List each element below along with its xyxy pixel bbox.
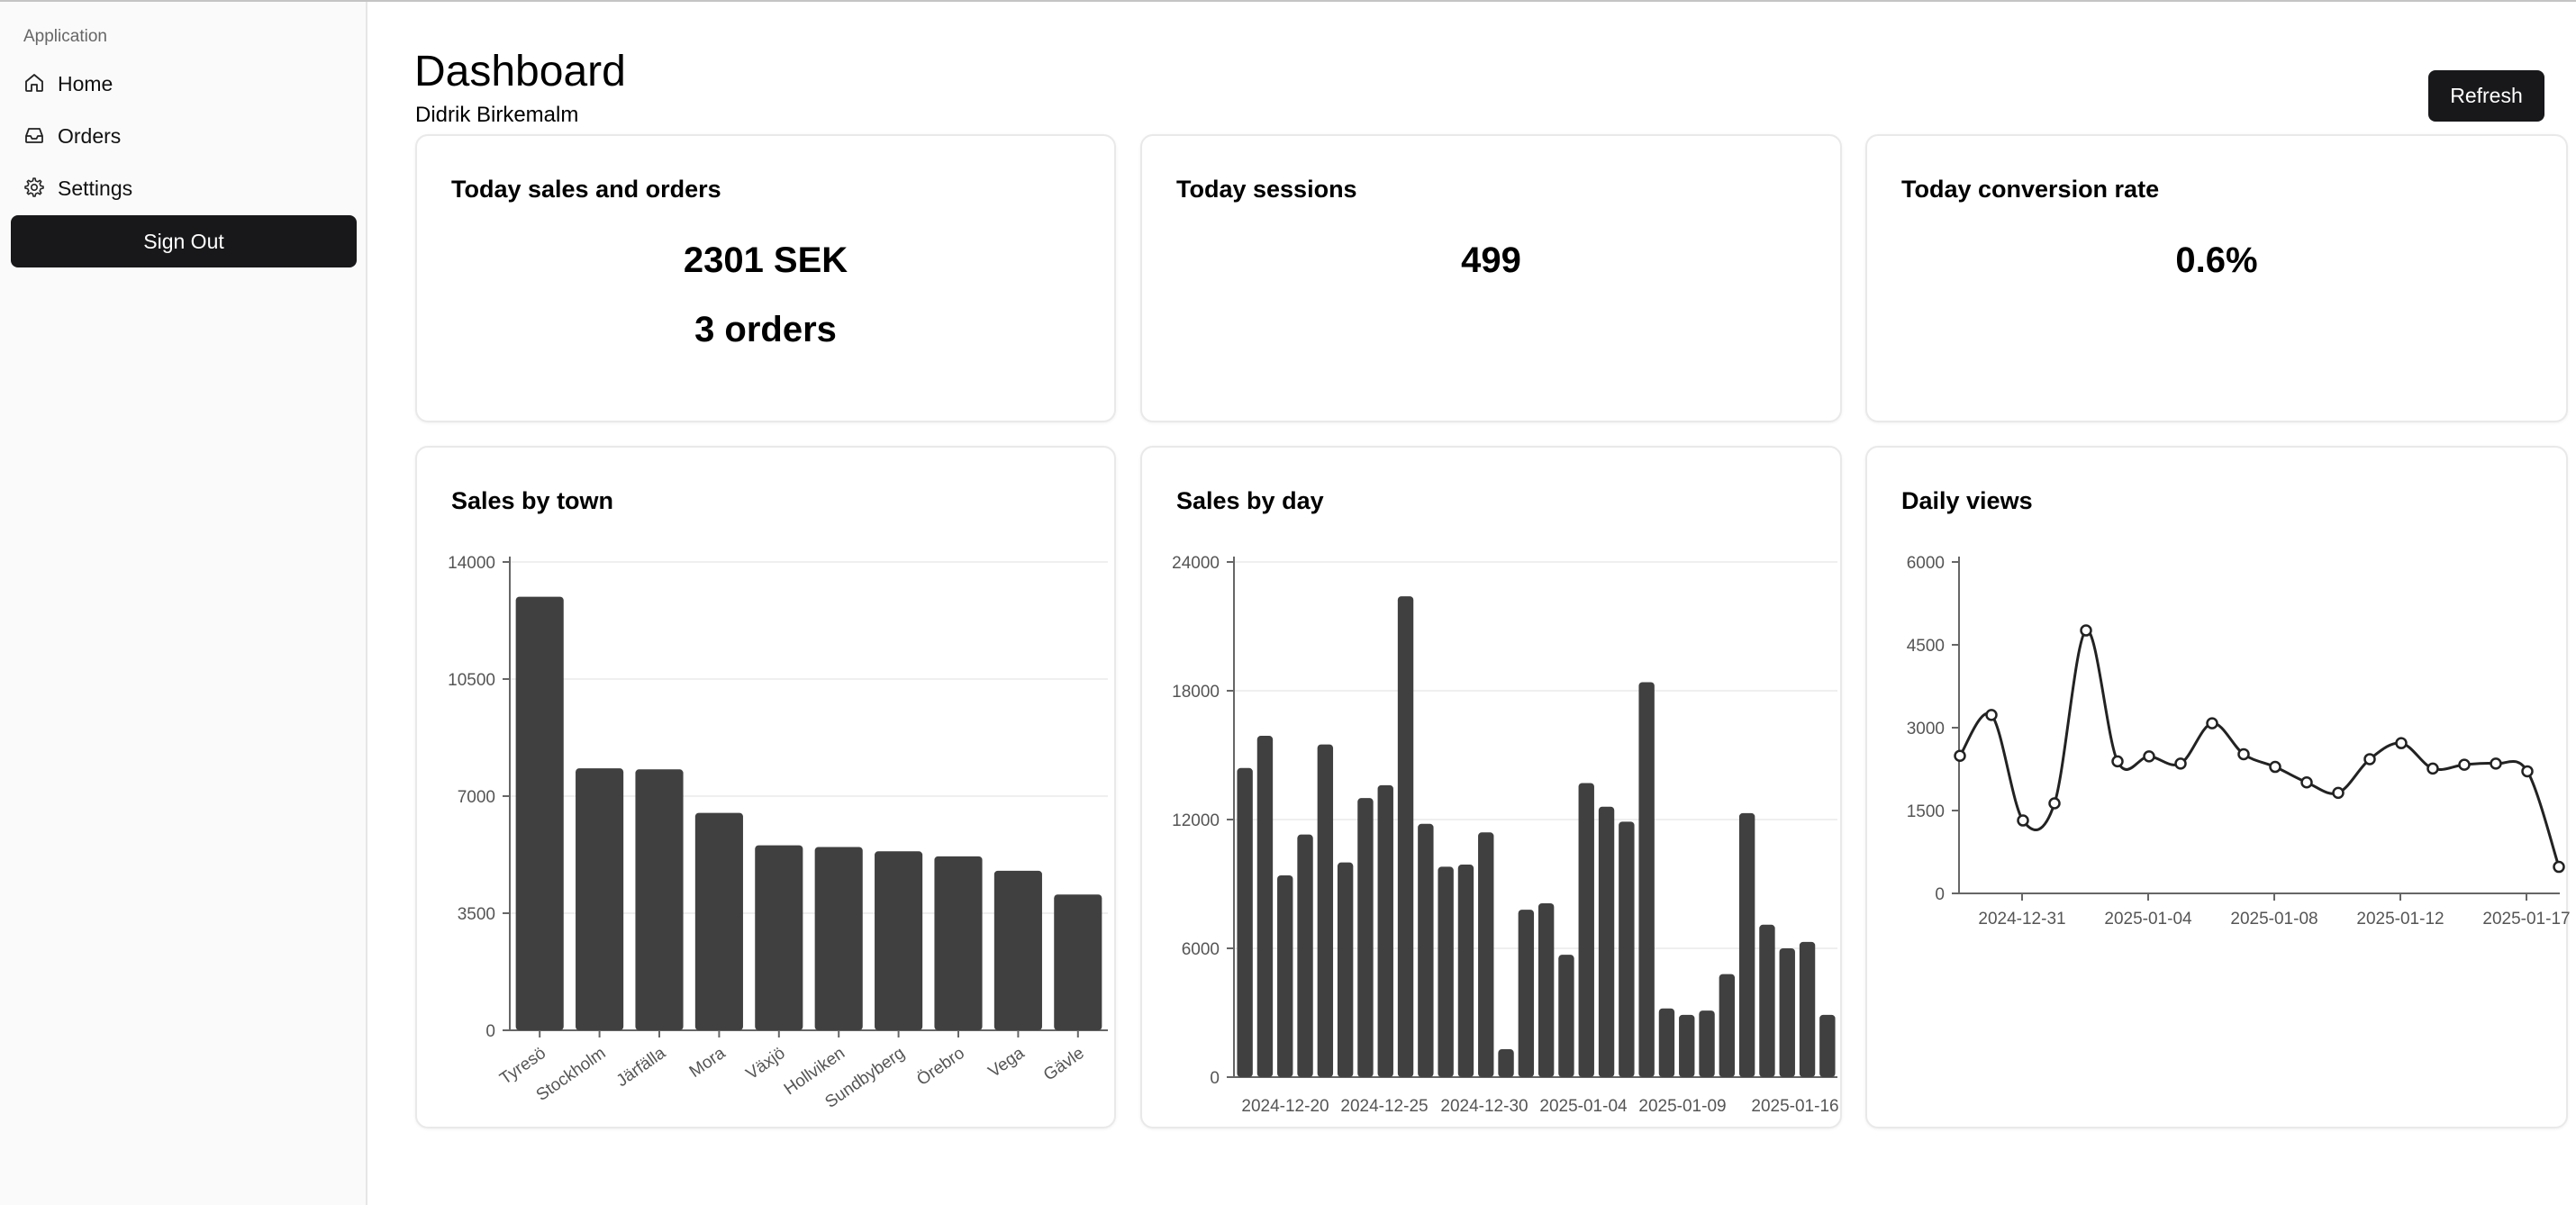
- sidebar-item-orders[interactable]: Orders: [11, 113, 357, 157]
- home-icon: [25, 74, 43, 92]
- card-title: Today conversion rate: [1901, 176, 2160, 203]
- chart-title: Daily views: [1901, 487, 2033, 514]
- card-daily-views: Daily views: [1865, 446, 2568, 1128]
- card-sales-by-town: Sales by town: [415, 446, 1116, 1128]
- chart-title: Sales by town: [451, 487, 614, 514]
- card-conversion-rate: Today conversion rate 0.6%: [1865, 134, 2568, 422]
- page-title: Dashboard: [414, 48, 626, 95]
- sidebar-item-label: Orders: [58, 124, 122, 148]
- card-title: Today sales and orders: [451, 176, 721, 203]
- sales-amount: 2301 SEK: [683, 240, 848, 280]
- window-top-border: [0, 0, 2576, 2]
- sidebar-item-home[interactable]: Home: [11, 61, 357, 104]
- orders-count: 3 orders: [694, 310, 837, 349]
- refresh-button[interactable]: Refresh: [2428, 70, 2544, 122]
- card-today-sales: Today sales and orders 2301 SEK 3 orders: [415, 134, 1116, 422]
- sidebar-heading: Application: [23, 27, 107, 46]
- chart-title: Sales by day: [1176, 487, 1324, 514]
- inbox-icon: [25, 128, 43, 143]
- card-today-sessions: Today sessions 499: [1140, 134, 1842, 422]
- card-sales-by-day: Sales by day: [1140, 446, 1842, 1128]
- card-title: Today sessions: [1176, 176, 1357, 203]
- sessions-value: 499: [1461, 240, 1521, 280]
- sidebar: Application Home Orders Settings Sign Ou…: [0, 2, 367, 1205]
- sign-out-button[interactable]: Sign Out: [11, 215, 357, 267]
- sidebar-item-settings[interactable]: Settings: [11, 166, 357, 209]
- user-name: Didrik Birkemalm: [415, 103, 579, 127]
- conversion-value: 0.6%: [2175, 240, 2258, 280]
- gear-icon: [24, 177, 44, 197]
- sidebar-item-label: Home: [58, 72, 113, 95]
- sidebar-item-label: Settings: [58, 177, 133, 200]
